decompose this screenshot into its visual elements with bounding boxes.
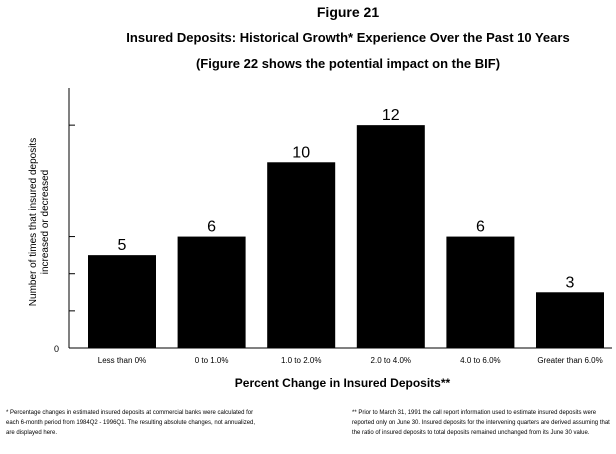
x-tick-label: Greater than 6.0% (537, 356, 602, 365)
y-tick-label: 0 (54, 344, 59, 354)
chart-title: Insured Deposits: Historical Growth* Exp… (126, 30, 570, 45)
x-tick-label: 2.0 to 4.0% (371, 356, 411, 365)
bar (536, 292, 604, 348)
x-tick-label: 0 to 1.0% (195, 356, 229, 365)
footnote-right: ** Prior to March 31, 1991 the call repo… (352, 410, 610, 436)
data-label: 12 (382, 107, 400, 124)
x-axis-label: Percent Change in Insured Deposits** (234, 376, 451, 390)
data-label: 10 (292, 144, 310, 161)
x-tick-label: Less than 0% (98, 356, 146, 365)
bar (88, 255, 156, 348)
bar (267, 162, 336, 348)
x-tick-label: 4.0 to 6.0% (460, 356, 500, 365)
data-label: 6 (476, 219, 485, 236)
bar (356, 125, 425, 349)
bar (177, 236, 246, 348)
data-label: 5 (118, 237, 127, 254)
chart-subtitle: (Figure 22 shows the potential impact on… (195, 56, 501, 71)
footnote-left: * Percentage changes in estimated insure… (6, 410, 256, 436)
data-label: 6 (207, 219, 216, 236)
bar (446, 236, 515, 348)
figure-number: Figure 21 (316, 4, 380, 20)
x-tick-label: 1.0 to 2.0% (281, 356, 321, 365)
data-label: 3 (566, 274, 575, 291)
